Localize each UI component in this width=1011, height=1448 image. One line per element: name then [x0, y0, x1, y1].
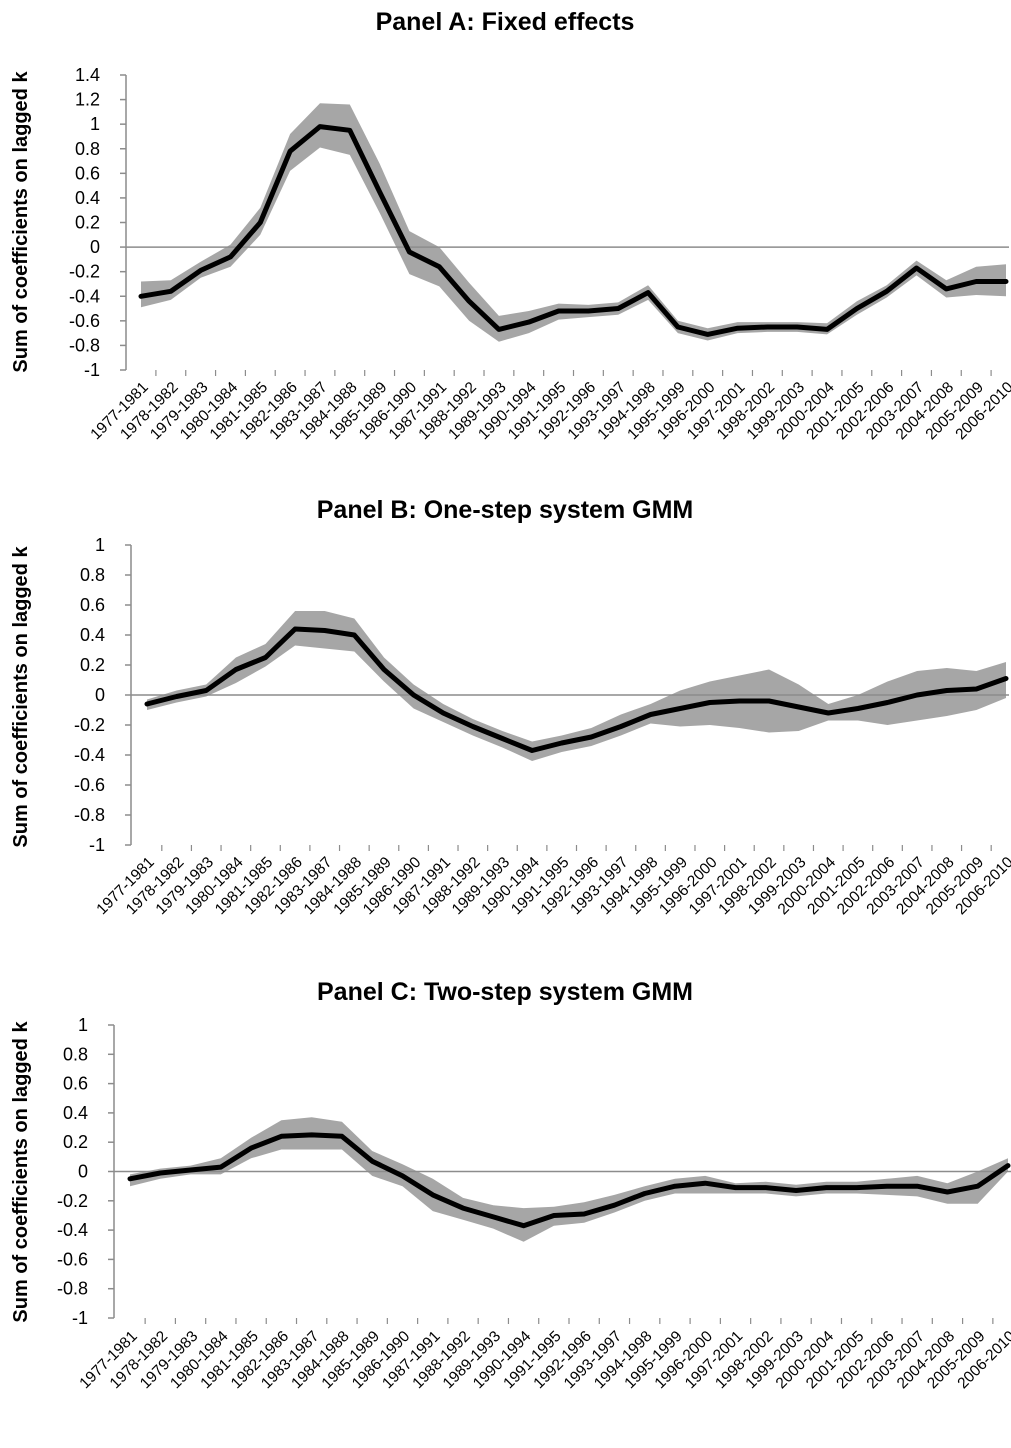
- panel-title: Panel C: Two-step system GMM: [317, 978, 693, 1006]
- y-tick-label: -0.2: [57, 1191, 88, 1211]
- y-tick-label: 0: [90, 237, 100, 257]
- y-tick-label: 1: [95, 535, 105, 555]
- y-tick-label: -1: [72, 1308, 88, 1328]
- y-tick-label: -0.6: [74, 775, 105, 795]
- confidence-band: [141, 103, 1006, 342]
- panel-title: Panel A: Fixed effects: [376, 8, 635, 36]
- y-tick-label: 0.2: [75, 213, 100, 233]
- panel-title: Panel B: One-step system GMM: [317, 496, 693, 524]
- y-tick-label: 0: [78, 1162, 88, 1182]
- y-tick-label: -0.4: [57, 1220, 88, 1240]
- y-tick-label: -0.6: [69, 311, 100, 331]
- y-axis-label: Sum of coefficients on lagged k: [10, 71, 32, 373]
- y-tick-label: 0.4: [80, 625, 105, 645]
- y-tick-label: -1: [89, 835, 105, 855]
- y-tick-label: -0.8: [57, 1279, 88, 1299]
- panel-b: Panel B: One-step system GMM Sum of coeff…: [10, 496, 1011, 918]
- y-tick-label: 0.6: [80, 595, 105, 615]
- y-tick-label: 0.8: [80, 565, 105, 585]
- y-tick-label: 0.4: [63, 1103, 88, 1123]
- y-axis-label: Sum of coefficients on lagged k: [10, 1021, 32, 1323]
- y-tick-label: 0.2: [63, 1132, 88, 1152]
- y-tick-label: 0.6: [63, 1074, 88, 1094]
- series-line: [138, 124, 1009, 337]
- y-tick-label: -0.8: [74, 805, 105, 825]
- y-tick-label: 1.2: [75, 90, 100, 110]
- y-tick-label: 0: [95, 685, 105, 705]
- y-tick-label: 0.6: [75, 163, 100, 183]
- y-tick-label: -0.2: [74, 715, 105, 735]
- series-line: [127, 1132, 1011, 1229]
- confidence-band: [130, 1117, 1008, 1242]
- series-line: [144, 626, 1009, 753]
- y-tick-label: 0.8: [63, 1044, 88, 1064]
- y-tick-label: -0.4: [69, 286, 100, 306]
- y-axis-label: Sum of coefficients on lagged k: [10, 546, 32, 848]
- y-tick-label: -1: [84, 360, 100, 380]
- y-tick-label: 1.4: [75, 65, 100, 85]
- y-tick-label: 0.2: [80, 655, 105, 675]
- y-tick-label: 1: [78, 1015, 88, 1035]
- y-tick-label: 0.8: [75, 139, 100, 159]
- y-tick-label: -0.4: [74, 745, 105, 765]
- y-tick-label: -0.8: [69, 335, 100, 355]
- confidence-band: [147, 611, 1006, 761]
- y-tick-label: 1: [90, 114, 100, 134]
- y-tick-label: 0.4: [75, 188, 100, 208]
- y-tick-label: -0.6: [57, 1249, 88, 1269]
- y-tick-label: -0.2: [69, 262, 100, 282]
- panel-c: Panel C: Two-step system GMM Sum of coeff…: [10, 978, 1011, 1392]
- panel-a: Panel A: Fixed effects Sum of coefficient…: [10, 8, 1011, 443]
